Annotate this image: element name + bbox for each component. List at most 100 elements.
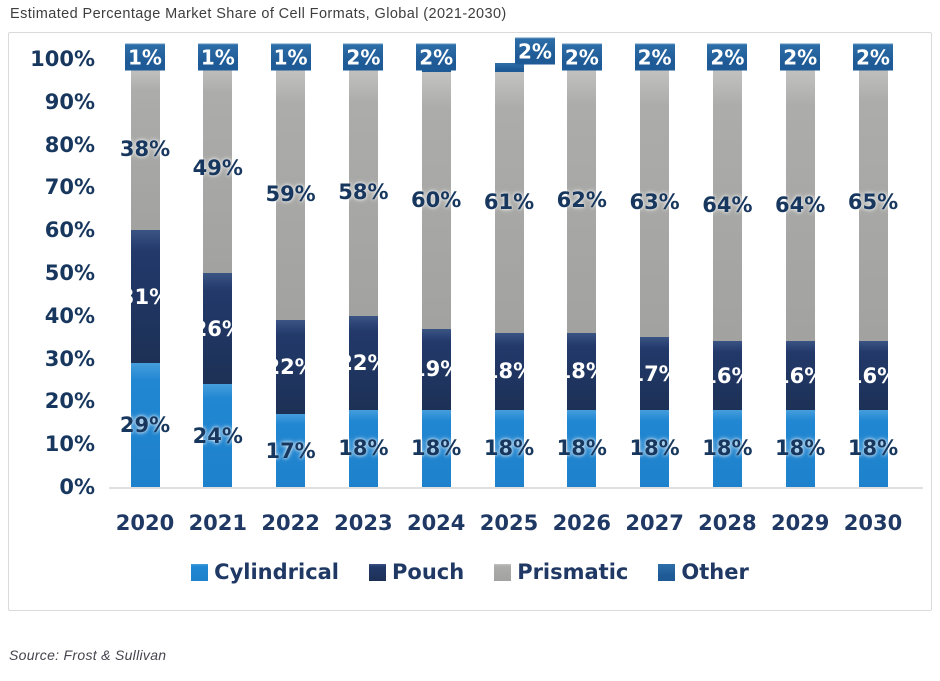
bar-segment-prismatic-2027	[640, 67, 670, 338]
data-label-cylindrical-2025: 18%	[483, 436, 535, 461]
data-label-prismatic-2026: 62%	[556, 188, 607, 213]
chart-title: Estimated Percentage Market Share of Cel…	[10, 6, 507, 22]
x-tick-label-2028: 2028	[698, 511, 757, 535]
bar-segment-cylindrical-2030	[858, 409, 888, 487]
bar-segment-cylindrical-2022	[276, 414, 306, 487]
data-label-cylindrical-2029: 18%	[775, 436, 826, 461]
y-tick-label: 60%	[44, 218, 95, 243]
data-label-cylindrical-2023: 18%	[338, 436, 389, 461]
bar-segment-pouch-2020	[130, 230, 160, 363]
bar-segment-cylindrical-2029	[785, 409, 815, 487]
x-tick-label-2026: 2026	[552, 511, 612, 535]
legend-swatch-other	[658, 563, 676, 581]
bar-segment-prismatic-2028	[712, 67, 742, 342]
x-tick-label-2022: 2022	[261, 511, 320, 535]
bar-segment-cylindrical-2024	[421, 409, 451, 487]
data-label-pouch-2021: 26%	[192, 316, 243, 341]
chart-panel: 0% 10% 20% 30% 40% 50% 60% 70% 80% 90% 100% 29% 31%…	[8, 32, 932, 611]
data-label-cylindrical-2030: 18%	[847, 436, 899, 461]
legend-swatch-pouch	[369, 563, 387, 581]
data-label-other-2027: 2%	[634, 43, 675, 71]
x-tick-label-2023: 2023	[334, 511, 393, 535]
data-label-pouch-2024: 19%	[411, 357, 462, 382]
bar-segment-pouch-2021	[203, 273, 233, 385]
data-label-pouch-2027: 17%	[629, 361, 680, 386]
y-tick-label: 30%	[44, 346, 95, 371]
bar-segment-prismatic-2026	[567, 67, 597, 333]
data-label-other-2021: 1%	[197, 43, 238, 71]
legend-item-pouch: Pouch	[369, 560, 464, 584]
data-label-cylindrical-2028: 18%	[702, 436, 753, 461]
data-label-other-2025: 2%	[515, 37, 555, 65]
data-label-pouch-2028: 16%	[702, 363, 753, 388]
bar-segment-pouch-2026	[567, 332, 597, 410]
bar-segment-prismatic-2024	[421, 71, 451, 329]
data-label-pouch-2030: 16%	[847, 363, 899, 388]
bar-segment-cylindrical-2020	[130, 362, 160, 487]
legend-swatch-prismatic	[494, 563, 512, 581]
bar-segment-cylindrical-2021	[203, 384, 233, 487]
data-label-other-2022: 1%	[270, 43, 311, 71]
bar-segment-cylindrical-2025	[494, 409, 524, 487]
data-label-cylindrical-2022: 17%	[265, 438, 316, 463]
bar-segment-prismatic-2029	[785, 67, 815, 342]
data-label-prismatic-2020: 38%	[119, 136, 171, 161]
data-label-prismatic-2025: 61%	[483, 190, 535, 215]
bar-segment-other-2025	[494, 63, 524, 72]
y-tick-label: 70%	[44, 175, 95, 200]
data-label-cylindrical-2021: 24%	[192, 423, 243, 448]
bar-segment-pouch-2022	[276, 320, 306, 415]
data-label-cylindrical-2024: 18%	[411, 436, 462, 461]
data-label-other-2026: 2%	[561, 43, 602, 71]
data-label-prismatic-2028: 64%	[702, 192, 753, 217]
bar-segment-cylindrical-2023	[348, 409, 378, 487]
source-note: Source: Frost & Sullivan	[9, 647, 167, 663]
bar-segment-prismatic-2030	[858, 63, 888, 342]
y-tick-label: 20%	[44, 389, 95, 414]
y-tick-label: 80%	[44, 132, 95, 157]
y-tick-label: 50%	[44, 261, 95, 285]
bar-segment-cylindrical-2027	[640, 409, 670, 487]
data-label-prismatic-2029: 64%	[775, 192, 826, 217]
data-label-pouch-2025: 18%	[483, 359, 535, 384]
x-tick-label-2027: 2027	[625, 511, 684, 535]
data-label-cylindrical-2026: 18%	[556, 436, 607, 461]
data-label-pouch-2020: 31%	[119, 284, 171, 309]
data-label-other-2029: 2%	[780, 43, 821, 71]
bar-segment-prismatic-2023	[348, 67, 378, 316]
data-label-other-2020: 1%	[125, 43, 165, 71]
data-label-other-2023: 2%	[343, 43, 384, 71]
y-tick-label: 10%	[44, 432, 95, 457]
bar-segment-prismatic-2025	[494, 71, 524, 333]
bar-segment-prismatic-2022	[276, 67, 306, 321]
legend-label-other: Other	[681, 560, 749, 584]
legend-label-pouch: Pouch	[392, 560, 465, 584]
data-label-other-2028: 2%	[707, 43, 748, 71]
data-label-prismatic-2021: 49%	[192, 156, 243, 181]
data-label-other-2030: 2%	[853, 43, 893, 71]
bar-segment-pouch-2024	[421, 328, 451, 410]
bar-segment-cylindrical-2028	[712, 409, 742, 487]
legend-item-cylindrical: Cylindrical	[191, 560, 339, 584]
y-tick-label: 40%	[44, 303, 95, 328]
x-tick-label-2025: 2025	[479, 511, 539, 535]
data-label-pouch-2022: 22%	[265, 355, 316, 380]
data-label-prismatic-2022: 59%	[265, 181, 316, 206]
data-label-prismatic-2030: 65%	[847, 190, 899, 215]
x-tick-label-2024: 2024	[406, 511, 466, 535]
data-label-pouch-2026: 18%	[556, 359, 607, 384]
legend-item-prismatic: Prismatic	[494, 560, 628, 584]
legend: Cylindrical Pouch Prismatic Other	[9, 560, 931, 584]
data-label-prismatic-2027: 63%	[629, 190, 680, 215]
legend-swatch-cylindrical	[191, 563, 209, 581]
x-tick-label-2030: 2030	[843, 511, 903, 535]
data-label-prismatic-2024: 60%	[411, 188, 462, 213]
x-tick-label-2029: 2029	[770, 511, 830, 535]
x-tick-label-2021: 2021	[188, 511, 248, 535]
bar-segment-cylindrical-2026	[567, 409, 597, 487]
x-tick-label-2020: 2020	[115, 511, 175, 535]
data-label-cylindrical-2027: 18%	[629, 436, 680, 461]
bar-segment-prismatic-2020	[130, 67, 160, 231]
data-label-pouch-2029: 16%	[775, 363, 826, 388]
